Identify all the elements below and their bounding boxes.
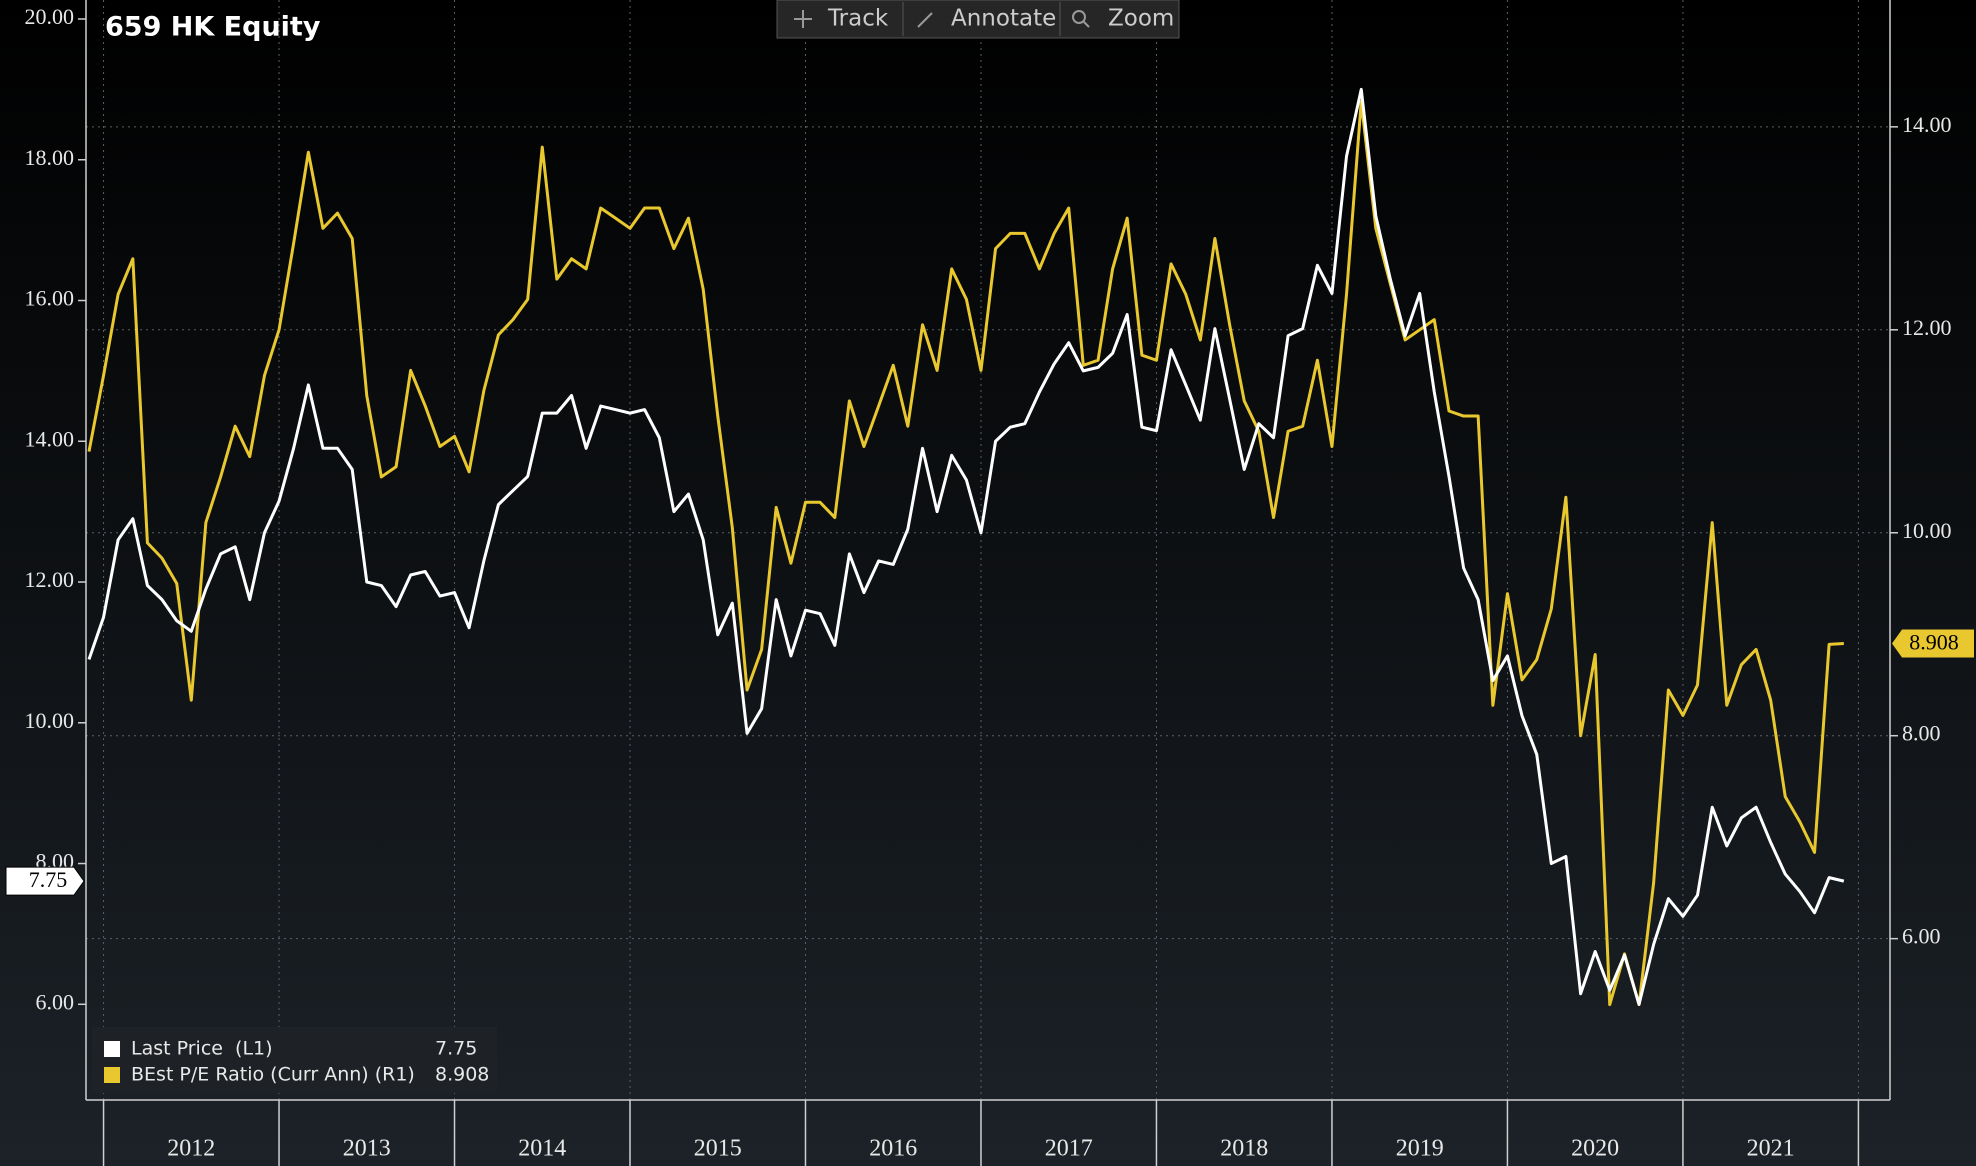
annotate-icon [917, 12, 933, 28]
legend-swatch [104, 1067, 120, 1083]
chart-title: 659 HK Equity [105, 12, 321, 43]
y2-tick-label: 14.00 [1902, 112, 1952, 137]
x-tick-label: 2019 [1396, 1136, 1444, 1162]
legend-value: 7.75 [435, 1038, 477, 1060]
x-tick-label: 2021 [1747, 1136, 1795, 1162]
y2-tick-label: 8.00 [1902, 721, 1941, 746]
toolbar-frame [776, 0, 1180, 39]
x-tick-label: 2014 [518, 1136, 566, 1162]
track-button[interactable]: Track [794, 6, 889, 32]
legend-label: BEst P/E Ratio (Curr Ann) (R1) [131, 1064, 415, 1086]
x-tick-label: 2013 [343, 1136, 391, 1162]
y-tick-label: 18.00 [25, 145, 75, 170]
grid [86, 0, 1890, 1100]
y-tick-label: 16.00 [25, 286, 75, 311]
zoom-icon-handle [1082, 20, 1090, 28]
last-value-label: 8.908 [1909, 630, 1959, 655]
x-tick-label: 2017 [1045, 1136, 1093, 1162]
legend-value: 8.908 [435, 1064, 489, 1086]
y-tick-label: 6.00 [36, 989, 75, 1014]
legend-label: Last Price (L1) [131, 1038, 273, 1060]
y2-tick-label: 10.00 [1902, 518, 1952, 543]
last-value-tag [5, 866, 85, 896]
axes: 6.00 8.00 10.00 12.00 14.00 16.00 18.00 20.00 6.… [25, 0, 1952, 1166]
legend-frame [92, 1027, 497, 1093]
zoom-label[interactable]: Zoom [1108, 6, 1174, 32]
x-tick-label: 2020 [1571, 1136, 1619, 1162]
track-label[interactable]: Track [827, 6, 889, 32]
y2-tick-label: 12.00 [1902, 315, 1952, 340]
x-tick-label: 2016 [869, 1136, 917, 1162]
x-tick-label: 2018 [1220, 1136, 1268, 1162]
track-icon [794, 10, 812, 28]
x-tick-label: 2012 [167, 1136, 215, 1162]
toolbar: Track Annotate Zoom [776, 0, 1180, 39]
last-value-label: 7.75 [29, 867, 68, 892]
y-tick-label: 12.00 [25, 567, 75, 592]
annotate-button[interactable]: Annotate [917, 6, 1056, 32]
y-tick-label: 10.00 [25, 708, 75, 733]
annotate-label[interactable]: Annotate [951, 6, 1056, 32]
x-tick-label: 2015 [694, 1136, 742, 1162]
y-tick-label: 20.00 [25, 4, 75, 29]
lines [87, 87, 1845, 1007]
y2-tick-label: 6.00 [1902, 924, 1941, 949]
zoom-button[interactable]: Zoom [1072, 6, 1174, 32]
legend-swatch [104, 1041, 120, 1057]
series-line [87, 99, 1844, 1007]
last-value-tag [1892, 629, 1974, 658]
zoom-icon [1072, 10, 1086, 24]
last-value-tags: 7.75 8.908 [5, 629, 1974, 896]
y-tick-label: 14.00 [25, 426, 75, 451]
series-line [87, 87, 1845, 1006]
legend: Last Price (L1) 7.75 BEst P/E Ratio (Curr … [92, 1027, 497, 1093]
